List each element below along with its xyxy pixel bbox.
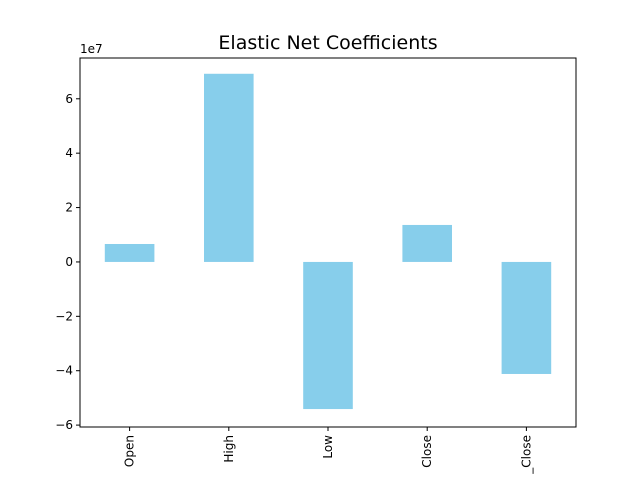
bar	[303, 261, 353, 410]
y-tick-label: −4	[55, 364, 73, 378]
x-tick-label: High	[222, 435, 236, 463]
x-tick-label: _Close	[519, 435, 533, 475]
axis-offset-label: 1e7	[80, 42, 103, 56]
x-tick-label: Close	[420, 435, 434, 468]
chart-title: Elastic Net Coefficients	[218, 32, 437, 54]
y-tick-label: 0	[65, 255, 73, 269]
bar	[501, 261, 552, 374]
y-tick-label: 4	[65, 146, 73, 160]
x-tick-label: Low	[321, 435, 335, 459]
plot-frame	[79, 57, 577, 428]
bar	[104, 243, 155, 262]
x-tick-label: Open	[123, 435, 137, 467]
y-tick-label: −2	[55, 309, 73, 323]
bar	[204, 73, 254, 262]
bar	[402, 224, 452, 262]
y-tick-label: −6	[55, 418, 73, 432]
y-tick-label: 2	[65, 201, 73, 215]
y-tick-label: 6	[65, 92, 73, 106]
